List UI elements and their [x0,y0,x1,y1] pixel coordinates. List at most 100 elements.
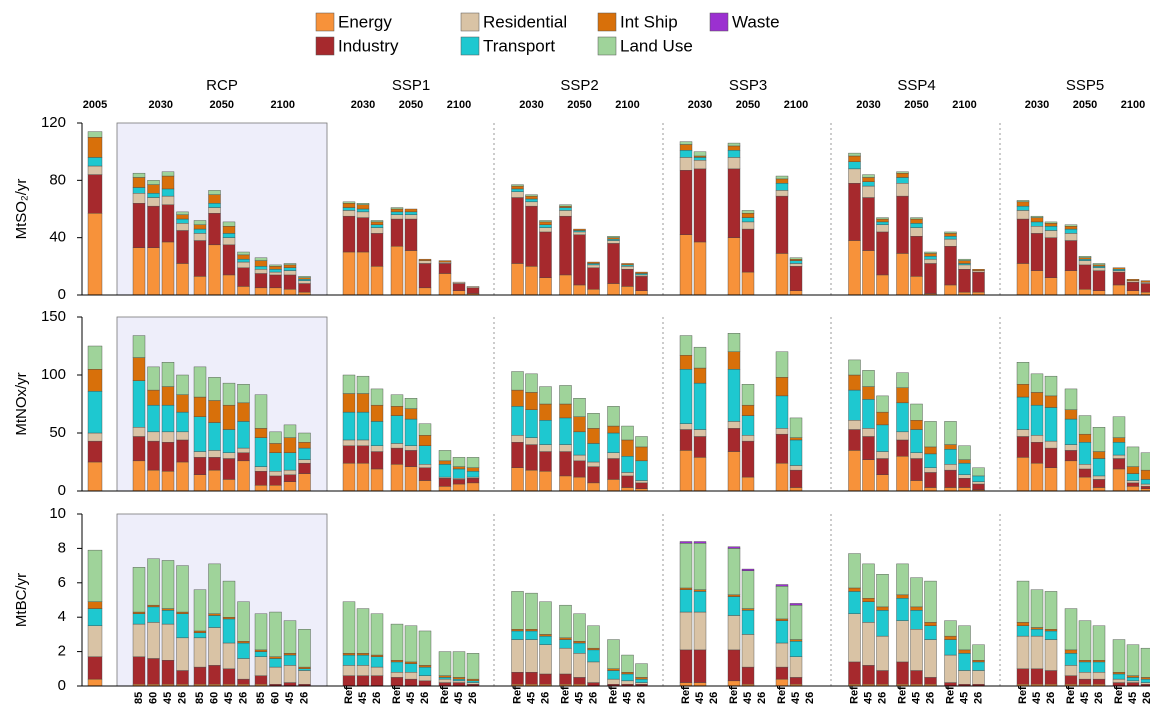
bar-segment [741,476,755,492]
bar-segment [1112,639,1126,673]
bar-segment [910,670,923,685]
bar-segment [390,406,404,416]
year-label: 2050 [904,99,928,111]
bar-segment [390,218,404,247]
y-axis-label: MtNOx/yr [13,372,30,435]
bar-segment [283,263,297,266]
bar-segment [452,283,466,291]
bar-segment [775,178,789,184]
bar-segment [254,613,268,651]
bar-segment [298,276,311,279]
bar-segment [1044,277,1058,296]
bar-segment [418,464,432,469]
bar-segment [147,197,160,207]
bar-segment [466,457,480,468]
bar-segment [466,467,480,472]
bar-segment [404,466,418,492]
bar-segment [390,415,404,444]
bar-segment [254,656,268,676]
bar-segment [370,654,384,657]
bar-segment [910,629,923,671]
bar-segment [693,151,707,157]
y-tick-label: 150 [41,308,66,325]
bar-segment [573,613,586,642]
bar-segment [621,475,634,488]
x-tick-label: 45 [1127,692,1139,704]
bar-segment [607,240,620,244]
bar-segment [876,670,889,685]
bar-segment [1016,668,1030,685]
bar-segment [254,466,268,472]
bar-segment [775,618,789,621]
bar-segment [944,284,957,296]
bar-segment [741,210,755,214]
x-tick-label: 26 [804,692,816,704]
bar-segment [848,429,861,451]
bar-segment [511,629,524,632]
x-tick-label: 26 [467,692,479,704]
bar-segment [896,195,909,254]
bar-segment [342,462,356,492]
bar-segment [466,653,480,680]
bar-segment [222,233,236,238]
bar-segment [283,267,297,271]
bar-segment [438,263,452,274]
bar-segment [559,215,572,276]
bar-segment [1126,486,1140,492]
bar-segment [87,345,103,370]
bar-segment [525,205,538,267]
bar-segment [848,613,861,663]
y-tick-label: 50 [49,424,66,441]
x-tick-label: 26 [1045,692,1057,704]
bar-segment [1064,608,1078,651]
bar-segment [1078,660,1092,663]
bar-segment [511,406,524,436]
bar-segment [789,465,803,471]
bar-segment [775,666,789,680]
bar-segment [1064,450,1078,462]
bar-segment [237,642,250,659]
bar-segment [944,449,957,465]
bar-segment [1030,392,1044,406]
bar-segment [132,611,146,614]
bar-segment [924,253,937,257]
bar-segment [418,467,432,481]
bar-segment [298,473,311,492]
bar-segment [635,663,648,678]
x-tick-label: Ref [607,686,619,704]
bar-segment [193,637,207,668]
bar-segment [147,622,160,659]
bar-segment [876,635,889,671]
bar-segment [161,560,175,609]
bar-segment [727,145,741,151]
bar-segment [525,194,538,197]
bar-segment [775,586,789,620]
bar-segment [132,567,146,613]
legend-swatch [460,12,480,32]
legend-label: Waste [732,12,780,31]
x-tick-label: 45 [694,692,706,704]
bar-segment [539,277,552,296]
x-tick-label: Ref [511,686,523,704]
bar-segment [559,385,572,405]
bar-segment [1140,452,1150,471]
year-label: 2100 [952,99,976,111]
bar-segment [370,404,384,422]
bar-segment [1078,258,1092,261]
bar-segment [193,396,207,417]
x-tick-label: 45 [910,692,922,704]
bar-segment [283,620,297,654]
bar-segment [693,429,707,437]
bar-segment [741,213,755,218]
bar-segment [161,404,175,433]
year-label: 2100 [615,99,639,111]
bar-segment [283,469,297,475]
bar-segment [607,425,620,434]
bar-segment [876,474,889,492]
bar-segment [727,451,741,492]
bar-segment [87,137,103,158]
x-tick-label: Ref [944,686,956,704]
bar-segment [283,665,297,683]
bar-segment [342,393,356,413]
